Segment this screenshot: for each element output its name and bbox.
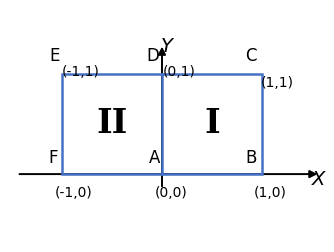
Text: Y: Y [161, 37, 173, 56]
Text: B: B [245, 149, 257, 167]
Text: A: A [149, 149, 161, 167]
Text: II: II [96, 108, 128, 141]
Text: (1,1): (1,1) [261, 76, 294, 90]
Text: I: I [204, 108, 220, 141]
Text: (1,0): (1,0) [254, 186, 287, 200]
Text: D: D [147, 47, 159, 65]
Text: E: E [49, 47, 60, 65]
Text: C: C [245, 47, 257, 65]
Text: (0,0): (0,0) [155, 186, 188, 200]
Bar [62, 74, 262, 174]
Text: (-1,1): (-1,1) [62, 65, 100, 79]
Text: (-1,0): (-1,0) [55, 186, 93, 200]
Text: X: X [312, 170, 325, 188]
Text: F: F [48, 149, 57, 167]
Text: (0,1): (0,1) [163, 65, 196, 79]
